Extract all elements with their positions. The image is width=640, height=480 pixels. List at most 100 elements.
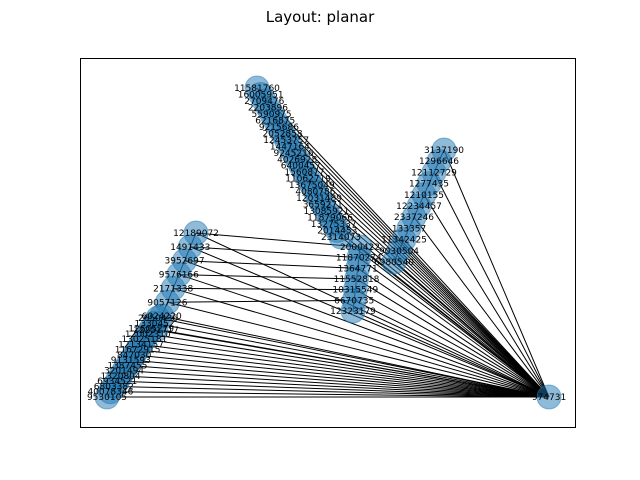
node-label: 6934521: [97, 377, 137, 387]
hub-node: [536, 384, 562, 410]
edge-cross: [178, 274, 357, 280]
node-label: 11672915: [115, 346, 161, 356]
node-label: 10315549: [332, 286, 378, 296]
graph-node: [94, 384, 120, 410]
node-label: 12112729: [411, 168, 457, 178]
node-label: 12234457: [396, 202, 442, 212]
edge-to-hub: [140, 343, 550, 398]
node-label: 3137190: [424, 146, 464, 156]
node-label: 5590975: [252, 110, 292, 120]
edge-to-hub: [443, 149, 550, 398]
node-label: 2337246: [394, 213, 434, 223]
node-label: 12323179: [330, 307, 376, 317]
node-label: 9131593: [111, 356, 151, 366]
node-label: 1210155: [404, 191, 444, 201]
edge-to-hub: [423, 194, 550, 398]
edge-to-hub: [340, 236, 550, 398]
edge-to-hub: [120, 375, 550, 398]
node-label: 11870274: [336, 254, 382, 264]
node-label: 6024220: [142, 312, 182, 322]
node-label: 13275337: [311, 220, 357, 230]
node-label: 9245216: [273, 149, 313, 159]
edge-to-hub: [173, 287, 550, 398]
edge-to-hub: [178, 274, 550, 398]
edge-to-hub: [190, 246, 550, 398]
edge-to-hub: [123, 370, 550, 398]
edge-to-hub: [154, 322, 550, 398]
axes-frame: [80, 58, 576, 428]
node-label: 12453757: [263, 136, 309, 146]
edge-to-hub: [355, 289, 550, 398]
edge-cross: [184, 260, 358, 269]
edge-to-hub: [357, 267, 550, 398]
edge-to-hub: [184, 260, 550, 398]
node-label: 11342425: [381, 236, 427, 246]
graph-node: [381, 249, 407, 275]
node-label: 1387455: [107, 361, 147, 371]
edge-to-hub: [144, 338, 550, 398]
edge-to-hub: [130, 359, 550, 398]
node-label: 11062719: [285, 175, 331, 185]
edge-cross: [173, 287, 356, 291]
edge-to-hub: [278, 126, 550, 398]
node-label: 847030: [117, 351, 152, 361]
node-label: 1364771: [338, 264, 378, 274]
edge-to-hub: [293, 152, 550, 398]
node-label: 12605279: [128, 325, 174, 335]
node-label: 1296646: [419, 157, 459, 167]
edge-to-hub: [167, 301, 550, 398]
node-label: 1330452: [135, 319, 175, 329]
edge-to-hub: [356, 278, 550, 398]
edge-to-hub: [403, 239, 550, 398]
node-label: 3201494: [104, 367, 144, 377]
node-label: 1447164: [270, 142, 310, 152]
node-label: 1277435: [409, 180, 449, 190]
node-label: 6400457: [281, 162, 321, 172]
node-label: 9530105: [87, 393, 127, 403]
nodes: [94, 75, 562, 410]
node-label: 2709476: [244, 97, 284, 107]
node-label: 1491433: [170, 243, 210, 253]
edge-to-hub: [137, 349, 550, 398]
node-label: 9576166: [159, 271, 199, 281]
node-label: 6216875: [255, 116, 295, 126]
node-label: 2000422: [340, 243, 380, 253]
node-label: 6670735: [334, 296, 374, 306]
node-label: 2014453: [317, 227, 357, 237]
node-label: 13025181: [121, 335, 167, 345]
node-label: 13085921: [303, 207, 349, 217]
edges: [106, 87, 550, 398]
node-label: 3952697: [165, 257, 205, 267]
node-label: 11879066: [307, 214, 353, 224]
edge-to-hub: [113, 385, 550, 398]
node-label: 13675049: [289, 181, 335, 191]
edge-to-hub: [433, 172, 550, 398]
edge-to-hub: [353, 299, 550, 398]
node-label: 12002310: [125, 330, 171, 340]
edge-to-hub: [127, 364, 550, 398]
node-label: 16005951: [238, 90, 284, 100]
graph-node: [340, 298, 366, 324]
node-label: 3659271: [303, 201, 343, 211]
node-label: 1560877: [284, 168, 324, 178]
node-label: 6980540: [374, 258, 414, 268]
edge-to-hub: [134, 354, 550, 398]
chart-title: Layout: planar: [265, 8, 375, 26]
edge-cross: [167, 299, 355, 303]
node-label: 4026928: [277, 155, 317, 165]
node-label: 11552818: [334, 275, 380, 285]
edge-to-hub: [393, 261, 550, 398]
node-label: 9030504: [379, 247, 419, 257]
node-label: 12189072: [173, 229, 219, 239]
edge-to-hub: [151, 328, 550, 398]
node-label: 2314073: [321, 233, 361, 243]
node-label: 2650436: [138, 314, 178, 324]
node-label: 40078346: [87, 388, 133, 398]
edge-to-hub: [110, 391, 550, 398]
edge-to-hub: [157, 317, 550, 398]
node-label: 12031489: [296, 194, 342, 204]
node-label: 9057126: [147, 298, 187, 308]
node-label: 2203896: [248, 103, 288, 113]
edge-to-hub: [285, 139, 550, 398]
node-label: 6803382: [94, 382, 134, 392]
